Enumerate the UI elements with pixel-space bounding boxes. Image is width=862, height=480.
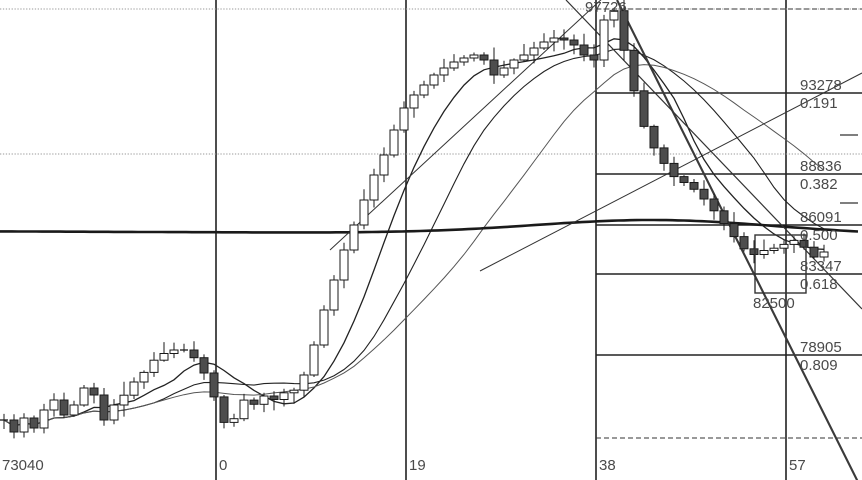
svg-text:78905: 78905 — [800, 339, 842, 356]
svg-text:83347: 83347 — [800, 258, 842, 275]
svg-text:97726: 97726 — [585, 0, 627, 16]
svg-text:0.500: 0.500 — [800, 227, 838, 244]
svg-text:0.191: 0.191 — [800, 95, 838, 112]
svg-text:86091: 86091 — [800, 209, 842, 226]
svg-text:0.618: 0.618 — [800, 276, 838, 293]
svg-text:93278: 93278 — [800, 77, 842, 94]
svg-text:19: 19 — [409, 457, 426, 474]
svg-text:88836: 88836 — [800, 158, 842, 175]
svg-text:0.382: 0.382 — [800, 176, 838, 193]
svg-text:0.809: 0.809 — [800, 357, 838, 374]
svg-text:57: 57 — [789, 457, 806, 474]
svg-text:38: 38 — [599, 457, 616, 474]
svg-text:73040: 73040 — [2, 457, 44, 474]
svg-text:0: 0 — [219, 457, 227, 474]
svg-text:82500: 82500 — [753, 295, 795, 312]
